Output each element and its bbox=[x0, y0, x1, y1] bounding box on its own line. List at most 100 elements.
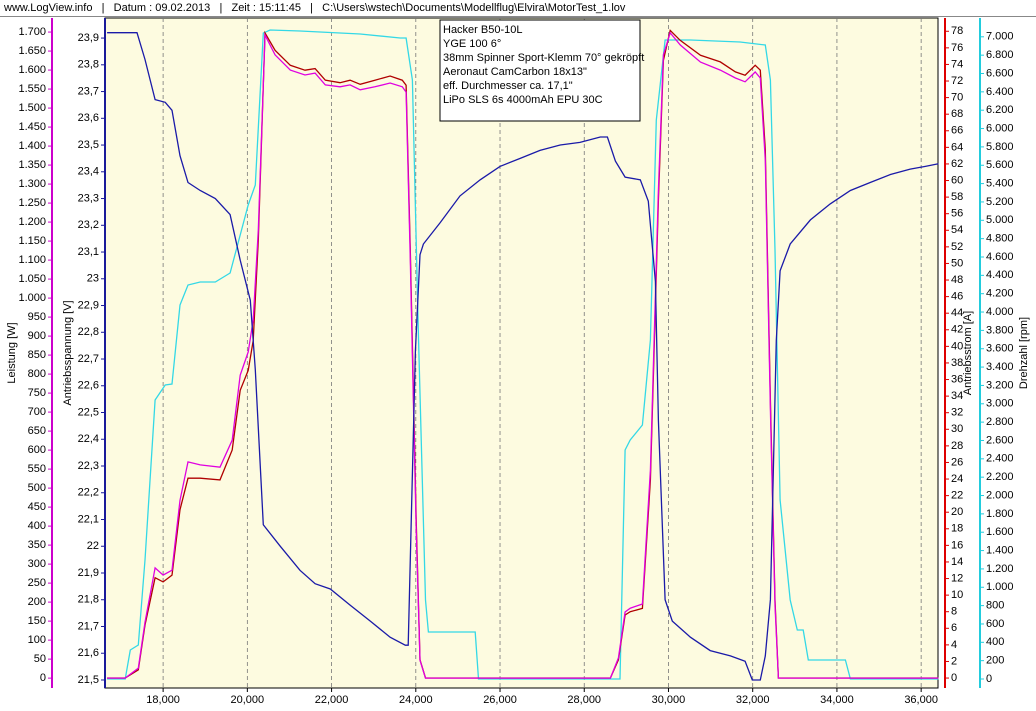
y-tick-label: 23,6 bbox=[78, 112, 99, 124]
y-tick-label: 950 bbox=[28, 311, 46, 323]
x-tick-label: 18,000 bbox=[146, 694, 180, 706]
y-tick-label: 22 bbox=[951, 490, 963, 502]
y-tick-label: 1.000 bbox=[18, 292, 46, 304]
y-tick-label: 23 bbox=[87, 273, 99, 285]
y-tick-label: 250 bbox=[28, 577, 46, 589]
y-tick-label: 800 bbox=[986, 600, 1004, 612]
y-tick-label: 21,8 bbox=[78, 594, 99, 606]
y-tick-label: 650 bbox=[28, 425, 46, 437]
y-tick-label: 3.800 bbox=[986, 324, 1014, 336]
y-tick-label: 1.350 bbox=[18, 159, 46, 171]
y-tick-label: 22,3 bbox=[78, 460, 99, 472]
series-line bbox=[107, 29, 939, 679]
y-tick-label: 400 bbox=[28, 520, 46, 532]
y-tick-label: 22 bbox=[87, 540, 99, 552]
y-tick-label: 850 bbox=[28, 349, 46, 361]
y-tick-label: 3.200 bbox=[986, 379, 1014, 391]
y-tick-label: 1.400 bbox=[18, 140, 46, 152]
y-tick-label: 30 bbox=[951, 423, 963, 435]
x-tick-label: 28,000 bbox=[567, 694, 601, 706]
y-tick-label: 2.600 bbox=[986, 434, 1014, 446]
y-tick-label: 40 bbox=[951, 340, 963, 352]
y-tick-label: 62 bbox=[951, 158, 963, 170]
y-tick-label: 5.000 bbox=[986, 214, 1014, 226]
y-tick-label: 23,4 bbox=[78, 166, 99, 178]
x-tick-label: 34,000 bbox=[820, 694, 854, 706]
y-tick-label: 20 bbox=[951, 506, 963, 518]
y-tick-label: 22,7 bbox=[78, 353, 99, 365]
y-tick-label: 21,9 bbox=[78, 567, 99, 579]
y-tick-label: 1.050 bbox=[18, 273, 46, 285]
y-axis-title: Leistung [W] bbox=[6, 322, 18, 383]
y-tick-label: 14 bbox=[951, 556, 963, 568]
y-tick-label: 6.000 bbox=[986, 122, 1014, 134]
y-tick-label: 3.000 bbox=[986, 398, 1014, 410]
y-tick-label: 21,6 bbox=[78, 647, 99, 659]
y-tick-label: 52 bbox=[951, 241, 963, 253]
y-tick-label: 6.800 bbox=[986, 49, 1014, 61]
header-text: www.LogView.info | Datum : 09.02.2013 | … bbox=[3, 2, 626, 14]
y-tick-label: 900 bbox=[28, 330, 46, 342]
series-line bbox=[107, 29, 939, 680]
y-tick-label: 1.500 bbox=[18, 102, 46, 114]
y-tick-label: 2.400 bbox=[986, 453, 1014, 465]
series-lines bbox=[107, 29, 939, 681]
y-tick-label: 70 bbox=[951, 92, 963, 104]
y-tick-label: 450 bbox=[28, 501, 46, 513]
info-line: eff. Durchmesser ca. 17,1" bbox=[443, 80, 573, 92]
y-tick-label: 38 bbox=[951, 357, 963, 369]
y-tick-label: 66 bbox=[951, 125, 963, 137]
y-tick-label: 1.550 bbox=[18, 83, 46, 95]
y-tick-label: 1.600 bbox=[18, 64, 46, 76]
y-tick-label: 36 bbox=[951, 373, 963, 385]
y-tick-label: 700 bbox=[28, 406, 46, 418]
y-tick-label: 22,4 bbox=[78, 433, 99, 445]
y-tick-label: 4 bbox=[951, 639, 957, 651]
y-tick-label: 2.800 bbox=[986, 416, 1014, 428]
y-tick-label: 64 bbox=[951, 141, 963, 153]
y-tick-label: 300 bbox=[28, 558, 46, 570]
y-tick-label: 3.600 bbox=[986, 343, 1014, 355]
series-line bbox=[107, 31, 939, 679]
y-tick-label: 22,8 bbox=[78, 326, 99, 338]
info-line: Aeronaut CamCarbon 18x13" bbox=[443, 66, 587, 78]
y-tick-label: 23,7 bbox=[78, 85, 99, 97]
y-tick-label: 23,2 bbox=[78, 219, 99, 231]
y-tick-label: 68 bbox=[951, 108, 963, 120]
y-axis-title: Antriebsstrom [A] bbox=[962, 311, 974, 395]
y-tick-label: 1.400 bbox=[986, 544, 1014, 556]
y-tick-label: 1.000 bbox=[986, 581, 1014, 593]
y-tick-label: 150 bbox=[28, 615, 46, 627]
y-tick-label: 4.600 bbox=[986, 251, 1014, 263]
y-tick-label: 23,9 bbox=[78, 32, 99, 44]
y-tick-label: 800 bbox=[28, 368, 46, 380]
y-tick-label: 400 bbox=[986, 636, 1004, 648]
axes: 18,000 20,000 22,000 24,000 26,000 28,000 30,0… bbox=[6, 18, 1030, 706]
y-tick-label: 5.800 bbox=[986, 141, 1014, 153]
info-line: Hacker B50-10L bbox=[443, 24, 523, 36]
y-tick-label: 58 bbox=[951, 191, 963, 203]
y-tick-label: 2.200 bbox=[986, 471, 1014, 483]
y-tick-label: 600 bbox=[986, 618, 1004, 630]
y-tick-label: 23,3 bbox=[78, 192, 99, 204]
y-tick-label: 1.200 bbox=[18, 216, 46, 228]
y-tick-label: 5.400 bbox=[986, 178, 1014, 190]
y-tick-label: 1.250 bbox=[18, 197, 46, 209]
y-tick-label: 4.800 bbox=[986, 233, 1014, 245]
y-tick-label: 21,7 bbox=[78, 620, 99, 632]
y-tick-label: 10 bbox=[951, 589, 963, 601]
y-tick-label: 0 bbox=[951, 672, 957, 684]
y-tick-label: 1.800 bbox=[986, 508, 1014, 520]
y-tick-label: 350 bbox=[28, 539, 46, 551]
series-line bbox=[107, 32, 939, 681]
y-tick-label: 3.400 bbox=[986, 361, 1014, 373]
y-tick-label: 750 bbox=[28, 387, 46, 399]
y-tick-label: 6.400 bbox=[986, 86, 1014, 98]
y-tick-label: 56 bbox=[951, 208, 963, 220]
y-tick-label: 50 bbox=[34, 653, 46, 665]
y-tick-label: 22,6 bbox=[78, 380, 99, 392]
y-tick-label: 1.600 bbox=[986, 526, 1014, 538]
y-tick-label: 76 bbox=[951, 42, 963, 54]
y-tick-label: 22,5 bbox=[78, 406, 99, 418]
